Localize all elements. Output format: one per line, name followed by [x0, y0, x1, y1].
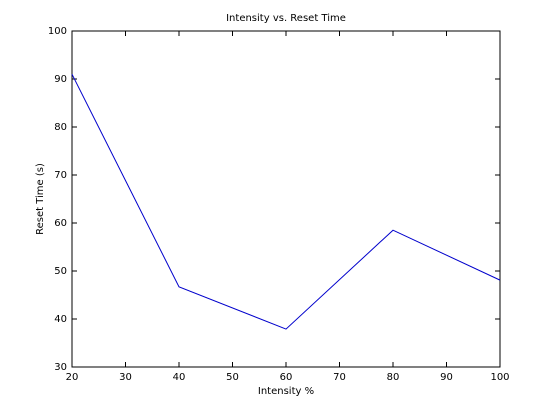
x-tick-label: 90 — [440, 372, 453, 383]
x-tick-label: 70 — [333, 372, 346, 383]
x-tick-label: 60 — [280, 372, 293, 383]
y-tick-label: 60 — [54, 218, 67, 229]
x-axis-label: Intensity % — [258, 386, 314, 397]
y-tick-label: 30 — [54, 362, 67, 373]
y-tick-label: 50 — [54, 266, 67, 277]
x-tick-label: 50 — [226, 372, 239, 383]
y-tick-label: 40 — [54, 314, 67, 325]
x-tick-label: 20 — [66, 372, 79, 383]
x-tick-label: 80 — [387, 372, 400, 383]
x-tick-label: 100 — [490, 372, 509, 383]
y-tick-label: 100 — [48, 26, 67, 37]
y-tick-label: 90 — [54, 74, 67, 85]
x-tick-label: 40 — [173, 372, 186, 383]
y-tick-label: 80 — [54, 122, 67, 133]
y-axis-label: Reset Time (s) — [35, 163, 46, 235]
y-tick-label: 70 — [54, 170, 67, 181]
chart-title: Intensity vs. Reset Time — [226, 13, 346, 24]
x-tick-label: 30 — [119, 372, 132, 383]
data-line — [71, 73, 501, 330]
